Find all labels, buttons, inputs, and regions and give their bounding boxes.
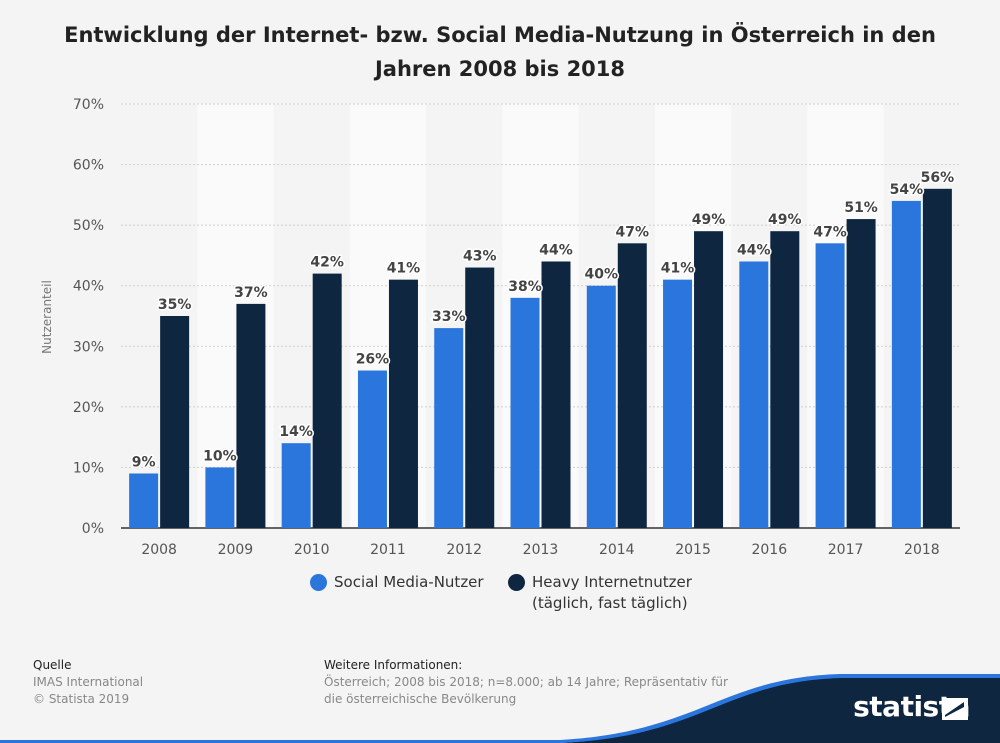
bar [694, 231, 724, 528]
data-label: 42% [310, 255, 344, 271]
footer-info: Weitere Informationen: Österreich; 2008 … [324, 657, 744, 708]
data-label: 54% [890, 182, 924, 198]
x-axis-ticks: 2008 2009 2010 2011 2012 2013 2014 2015 2016 2017… [141, 542, 939, 558]
x-tick-label: 2016 [751, 542, 787, 558]
bar [129, 473, 159, 528]
data-label: 14% [279, 424, 313, 440]
x-tick-label: 2013 [523, 542, 559, 558]
data-label: 41% [387, 261, 421, 277]
x-tick-label: 2009 [218, 542, 254, 558]
bar [891, 200, 921, 528]
y-tick-label: 40% [73, 279, 104, 295]
x-tick-label: 2015 [675, 542, 711, 558]
bar [160, 316, 190, 528]
bar [205, 467, 235, 528]
source-heading: Quelle [33, 658, 72, 672]
copyright: © Statista 2019 [33, 692, 130, 706]
data-label: 26% [356, 352, 390, 368]
y-axis-ticks: 0% 10% 20% 30% 40% 50% 60% 70% [73, 97, 104, 537]
data-label: 49% [692, 212, 726, 228]
data-label: 35% [158, 297, 192, 313]
bar [357, 370, 387, 528]
statista-logo-icon [942, 698, 968, 720]
data-label: 47% [813, 224, 847, 240]
bar [815, 243, 845, 529]
data-label: 37% [234, 285, 268, 301]
bar [739, 261, 769, 528]
bar [586, 285, 616, 528]
bar [434, 328, 464, 528]
bar [510, 297, 540, 528]
data-label: 40% [585, 267, 619, 283]
data-label: 56% [921, 170, 955, 186]
legend-swatch-heavy-internet [508, 574, 525, 591]
legend-label-heavy-internet-sub: (täglich, fast täglich) [532, 594, 688, 612]
x-tick-label: 2014 [599, 542, 635, 558]
y-tick-label: 20% [73, 400, 104, 416]
bar [541, 261, 571, 528]
legend-label-social-media: Social Media-Nutzer [334, 573, 484, 591]
y-tick-label: 30% [73, 339, 104, 355]
info-text: Österreich; 2008 bis 2018; n=8.000; ab 1… [324, 675, 728, 706]
info-heading: Weitere Informationen: [324, 658, 463, 672]
data-label: 33% [432, 309, 466, 325]
data-labels: 9% 35% 10% 37% 14% 42% 26% 41% 33% 43% 38% 44% 40% 47… [130, 168, 955, 472]
bars [129, 188, 952, 529]
bar [312, 273, 342, 528]
x-tick-label: 2018 [904, 542, 940, 558]
y-tick-label: 50% [73, 218, 104, 234]
bar [922, 188, 952, 529]
x-tick-label: 2011 [370, 542, 406, 558]
legend-label-heavy-internet: Heavy Internetnutzer [532, 573, 692, 591]
data-label: 49% [768, 212, 802, 228]
legend-item-social-media[interactable]: Social Media-Nutzer [310, 572, 484, 593]
data-label: 43% [463, 249, 497, 265]
legend-item-heavy-internet[interactable]: Heavy Internetnutzer (täglich, fast tägl… [508, 572, 692, 614]
x-tick-label: 2012 [446, 542, 482, 558]
data-label: 41% [661, 261, 695, 277]
data-label: 10% [203, 448, 237, 464]
bar [388, 279, 418, 528]
y-tick-label: 70% [73, 97, 104, 113]
data-label: 51% [844, 200, 878, 216]
data-label: 44% [539, 242, 573, 258]
data-label: 9% [132, 454, 156, 470]
bar [846, 219, 876, 529]
bar [663, 279, 693, 528]
bar [465, 267, 495, 528]
x-tick-label: 2017 [828, 542, 864, 558]
y-tick-label: 60% [73, 158, 104, 174]
x-tick-label: 2008 [141, 542, 177, 558]
chart-title: Entwicklung der Internet- bzw. Social Me… [64, 23, 936, 81]
y-tick-label: 10% [73, 460, 104, 476]
legend-swatch-social-media [310, 574, 327, 591]
x-tick-label: 2010 [294, 542, 330, 558]
bar [281, 443, 311, 528]
bar [236, 303, 266, 528]
y-tick-label: 0% [82, 521, 104, 537]
data-label: 38% [508, 279, 542, 295]
source-name: IMAS International [33, 675, 144, 689]
bar [770, 231, 800, 528]
data-label: 44% [737, 242, 771, 258]
bar [617, 243, 647, 529]
footer-source: Quelle IMAS International © Statista 201… [33, 657, 143, 708]
data-label: 47% [616, 224, 650, 240]
